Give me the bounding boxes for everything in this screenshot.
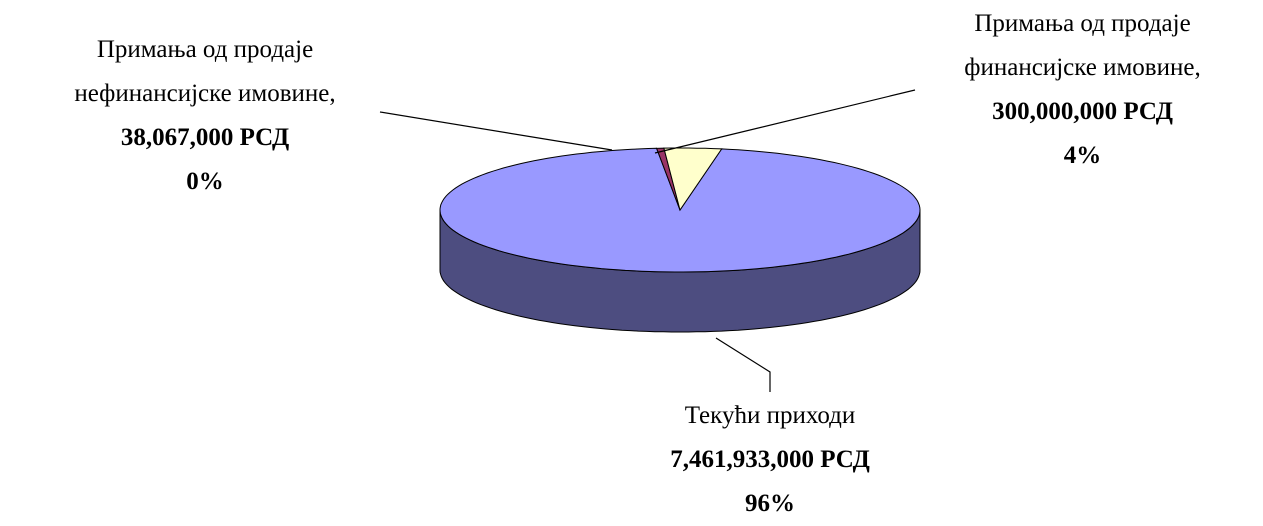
- value-label: 300,000,000 РСД: [992, 98, 1173, 125]
- leader-line: [654, 89, 916, 154]
- slice: [663, 147, 723, 212]
- pie: [439, 147, 921, 333]
- category-label: Примања од продаје финансијске имовине,: [964, 10, 1201, 81]
- value-label: 7,461,933,000 РСД: [670, 446, 870, 473]
- data-label: Текући приходи 7,461,933,000 РСД 96%: [570, 394, 970, 526]
- percentage-label: 4%: [1063, 142, 1102, 169]
- category-label: Примања од продаје нефинансијске имовине…: [74, 36, 336, 107]
- leader-line: [379, 111, 613, 151]
- value-label: 38,067,000 РСД: [120, 124, 290, 151]
- category-label: Текући приходи: [684, 402, 856, 429]
- percentage-label: 0%: [186, 168, 224, 195]
- data-label: Примања од продаје нефинансијске имовине…: [20, 28, 390, 204]
- data-label: Примања од продаје финансијске имовине, …: [910, 2, 1255, 178]
- leader-line: [715, 337, 771, 392]
- percentage-label: 96%: [745, 490, 795, 517]
